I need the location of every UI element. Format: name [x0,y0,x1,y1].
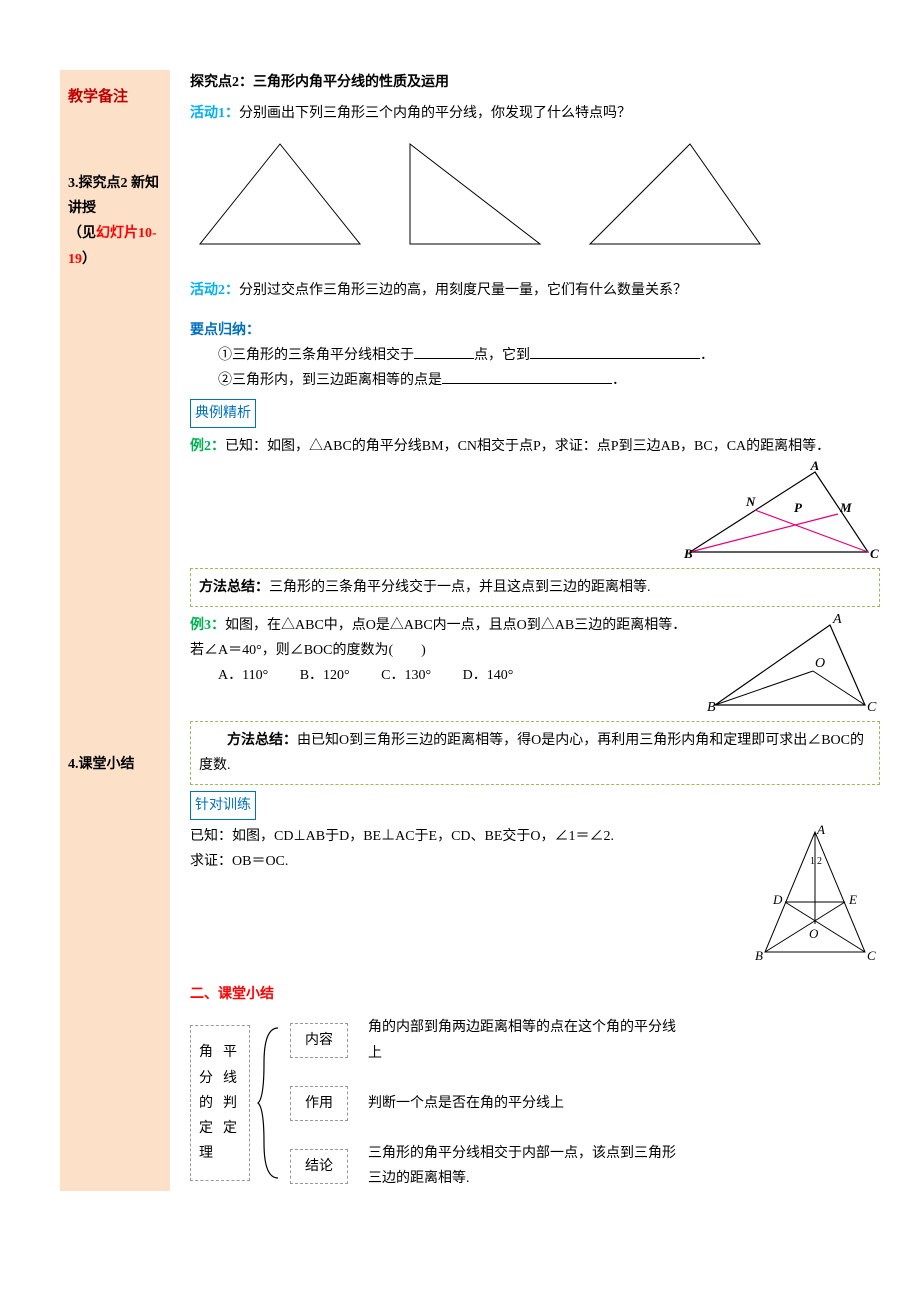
summary-label: 要点归纳： [190,318,880,343]
act2-label: 活动2： [190,283,239,298]
ex3-figure: A B C O [705,613,880,713]
cm-tag-1: 作用 [290,1086,348,1121]
svg-text:O: O [815,656,825,671]
svg-text:P: P [794,500,803,515]
svg-text:C: C [870,546,879,560]
analysis-label: 典例精析 [190,399,256,428]
method-2: 方法总结：由已知O到三角形三边的距离相等，得O是内心，再利用三角形内角和定理即可… [190,721,880,785]
svg-text:A: A [832,613,842,627]
triangle-1 [190,134,370,254]
svg-text:B: B [707,700,716,713]
svg-text:O: O [809,926,819,941]
ex2-label: 例2： [190,439,225,454]
act2-text: 分别过交点作三角形三边的高，用刻度尺量一量，它们有什么数量关系？ [239,283,687,298]
blank-1 [414,358,474,359]
svg-text:C: C [867,948,876,963]
svg-text:E: E [848,892,857,907]
activity-1: 活动1：分别画出下列三角形三个内角的平分线，你发现了什么特点吗？ [190,101,880,126]
note1-line2: （见幻灯片10-19） [68,221,162,271]
triangles-row [190,134,880,254]
svg-text:1: 1 [810,856,815,867]
explore-title: 探究点2：三角形内角平分线的性质及运用 [190,70,880,95]
section-2-title: 二、课堂小结 [190,982,880,1007]
method2-text: 由已知O到三角形三边的距离相等，得O是内心，再利用三角形内角和定理即可求出∠BO… [199,733,864,773]
svg-text:B: B [683,546,693,560]
act1-label: 活动1： [190,106,239,121]
ex2-figure-wrap: A B C N M P [190,460,880,560]
svg-text:2: 2 [817,856,822,867]
method2-label: 方法总结： [227,733,297,748]
main-content: 探究点2：三角形内角平分线的性质及运用 活动1：分别画出下列三角形三个内角的平分… [170,70,880,1191]
ex2-figure: A B C N M P [680,460,880,560]
cm-tag-0: 内容 [290,1023,348,1058]
svg-text:A: A [816,824,825,837]
practice-line2: 求证：OB＝OC. [190,849,747,874]
ex2-text: 已知：如图，△ABC的角平分线BM，CN相交于点P，求证：点P到三边AB，BC，… [225,439,830,454]
sidebar-note-2: 4.课堂小结 [68,752,162,777]
svg-text:C: C [867,700,877,713]
summary-line1: ①三角形的三条角平分线相交于点，它到． [190,343,880,368]
cm-items: 内容 角的内部到角两边距离相等的点在这个角的平分线上 作用 判断一个点是否在角的… [290,1015,678,1191]
practice-figure: A B C D E O 1 2 [755,824,880,964]
practice-block: 已知：如图，CD⊥AB于D，BE⊥AC于E，CD、BE交于O，∠1＝∠2. 求证… [190,824,880,964]
svg-text:M: M [839,500,852,515]
triangle-2 [400,134,550,254]
cm-row-0: 内容 角的内部到角两边距离相等的点在这个角的平分线上 [290,1015,678,1065]
blank-2 [530,358,700,359]
concept-map: 角平分线的判定定理 内容 角的内部到角两边距离相等的点在这个角的平分线上 作用 … [190,1015,880,1191]
brace-icon [256,1023,284,1183]
cm-desc-1: 判断一个点是否在角的平分线上 [368,1091,564,1116]
sidebar-note-1: 3.探究点2 新知讲授 （见幻灯片10-19） [68,171,162,272]
cm-row-2: 结论 三角形的角平分线相交于内部一点，该点到三角形三边的距离相等. [290,1141,678,1191]
ex3-options: A．110° B．120° C．130° D．140° [190,663,697,688]
practice-line1: 已知：如图，CD⊥AB于D，BE⊥AC于E，CD、BE交于O，∠1＝∠2. [190,824,747,849]
svg-text:A: A [810,460,820,473]
method1-text: 三角形的三条角平分线交于一点，并且这点到三边的距离相等. [269,580,651,595]
triangle-3 [580,134,770,254]
svg-text:N: N [745,494,756,509]
ex3-label: 例3： [190,618,225,633]
example-2: 例2：已知：如图，△ABC的角平分线BM，CN相交于点P，求证：点P到三边AB，… [190,434,880,459]
note1-line1: 3.探究点2 新知讲授 [68,171,162,221]
ex3-text: 如图，在△ABC中，点O是△ABC内一点，且点O到△AB三边的距离相等．若∠A＝… [190,618,686,658]
blank-3 [442,383,612,384]
cm-tag-2: 结论 [290,1149,348,1184]
summary-line2: ②三角形内，到三边距离相等的点是． [190,368,880,393]
svg-text:D: D [772,892,783,907]
cm-left: 角平分线的判定定理 [190,1025,250,1181]
sidebar: 教学备注 3.探究点2 新知讲授 （见幻灯片10-19） 4.课堂小结 [60,70,170,1191]
cm-row-1: 作用 判断一个点是否在角的平分线上 [290,1086,678,1121]
method-1: 方法总结：三角形的三条角平分线交于一点，并且这点到三边的距离相等. [190,568,880,607]
example-3: 例3：如图，在△ABC中，点O是△ABC内一点，且点O到△AB三边的距离相等．若… [190,613,880,713]
activity-2: 活动2：分别过交点作三角形三边的高，用刻度尺量一量，它们有什么数量关系？ [190,278,880,303]
svg-text:B: B [755,948,763,963]
sidebar-title: 教学备注 [68,84,162,111]
method1-label: 方法总结： [199,580,269,595]
cm-desc-2: 三角形的角平分线相交于内部一点，该点到三角形三边的距离相等. [368,1141,678,1191]
act1-text: 分别画出下列三角形三个内角的平分线，你发现了什么特点吗？ [239,106,631,121]
practice-label: 针对训练 [190,791,256,820]
cm-desc-0: 角的内部到角两边距离相等的点在这个角的平分线上 [368,1015,678,1065]
